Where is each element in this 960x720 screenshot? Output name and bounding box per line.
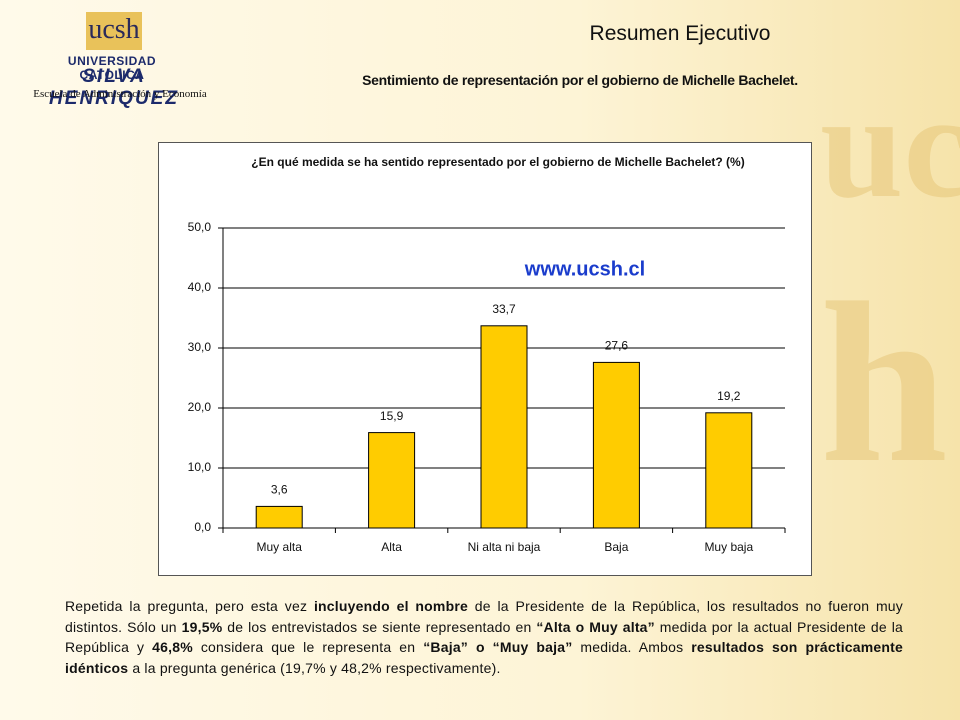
- paragraph: Repetida la pregunta, pero esta vez incl…: [65, 596, 903, 678]
- value-label: 3,6: [271, 483, 288, 497]
- bold-text: resultados son prácticamente idénticos: [65, 639, 903, 676]
- y-tick-label: 10,0: [188, 460, 212, 474]
- bold-text: incluyendo el nombre: [313, 598, 468, 614]
- x-tick-label: Ni alta ni baja: [468, 540, 541, 554]
- text: considera que le representa en: [192, 639, 424, 655]
- bold-text: “Baja” o “Muy baja”: [423, 639, 573, 655]
- text: a la pregunta genérica (19,7% y 48,2% re…: [128, 659, 501, 676]
- university-name: SILVA HENRIQUEZ: [49, 66, 179, 109]
- bold-text: “Alta o Muy alta”: [536, 618, 655, 635]
- bar: [592, 361, 640, 529]
- text: Repetida la pregunta, pero esta vez: [65, 598, 314, 614]
- x-tick-label: Alta: [381, 540, 402, 554]
- text: de los entrevistados se siente represent…: [222, 618, 537, 635]
- text: de la Presidente de la República, los re…: [65, 598, 903, 635]
- bold-text: 19,5%: [181, 618, 223, 635]
- chart-title: ¿En qué medida se ha sentido representad…: [251, 155, 745, 169]
- value-label: 19,2: [717, 389, 741, 403]
- x-tick-label: Muy alta: [257, 540, 303, 554]
- text: medida. Ambos: [572, 639, 692, 655]
- x-tick-label: Baja: [604, 540, 628, 554]
- slide-title: Resumen Ejecutivo: [589, 22, 771, 45]
- bold-text: 46,8%: [152, 639, 193, 655]
- y-tick-label: 20,0: [188, 400, 212, 414]
- bar: [705, 412, 753, 529]
- background-decoration: uc: [820, 63, 960, 229]
- value-label: 33,7: [492, 302, 516, 316]
- university: UNIVERSIDAD CATOLICA: [67, 54, 157, 82]
- y-tick-label: 50,0: [188, 220, 212, 234]
- x-tick-label: Muy baja: [704, 540, 753, 554]
- school-name: Escuela de Administración y Economía: [33, 88, 207, 100]
- background-decoration: h: [820, 255, 948, 510]
- y-tick-label: 40,0: [188, 280, 212, 294]
- logo-mark: ucsh: [86, 12, 142, 50]
- y-tick-label: 0,0: [194, 520, 211, 534]
- bar: [255, 505, 303, 529]
- y-tick-label: 30,0: [188, 340, 212, 354]
- value-label: 27,6: [605, 339, 629, 353]
- bar: [480, 325, 528, 529]
- value-label: 15,9: [380, 409, 404, 423]
- slide-subtitle: Sentimiento de representación por el gob…: [362, 72, 798, 88]
- bar: [368, 432, 416, 529]
- watermark: www.ucsh.cl: [524, 258, 645, 280]
- text: medida por la actual Presidente de la Re…: [65, 618, 903, 656]
